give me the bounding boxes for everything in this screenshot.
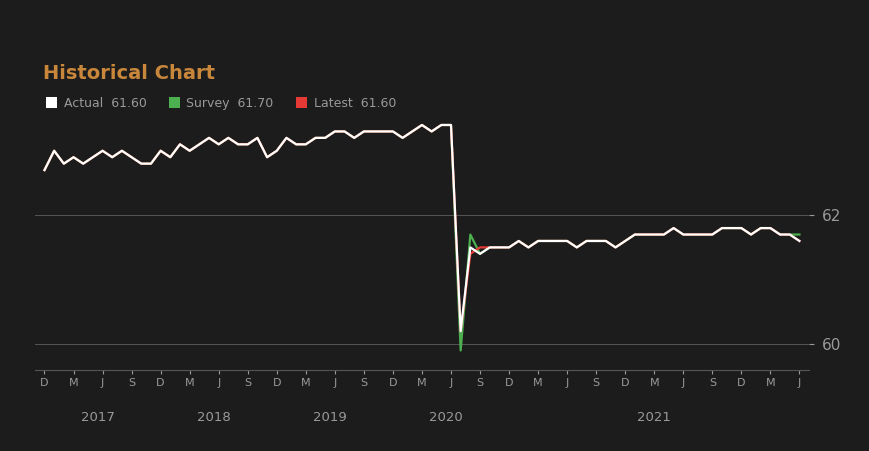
- Text: 2019: 2019: [313, 411, 347, 424]
- Legend: Actual  61.60, Survey  61.70, Latest  61.60: Actual 61.60, Survey 61.70, Latest 61.60: [41, 92, 401, 115]
- Text: Historical Chart: Historical Chart: [43, 64, 215, 83]
- Text: 2020: 2020: [428, 411, 462, 424]
- Text: 2021: 2021: [637, 411, 670, 424]
- Text: 2018: 2018: [196, 411, 230, 424]
- Text: 2017: 2017: [81, 411, 115, 424]
